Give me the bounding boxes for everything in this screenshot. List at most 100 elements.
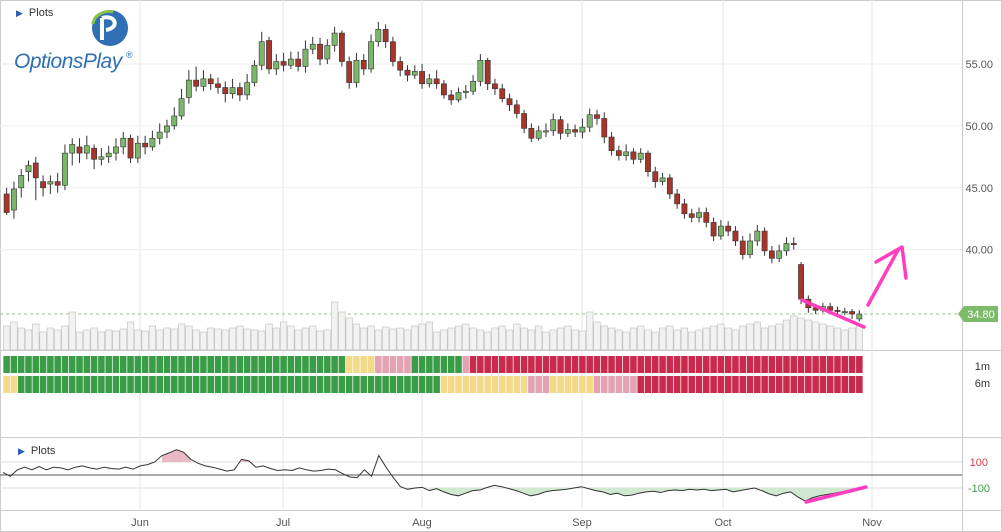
candle [105,152,112,158]
heat-cell-6m [411,376,419,393]
candle [178,98,185,117]
volume-bar [644,329,652,351]
volume-bar [112,330,120,351]
heat-cell-1m [309,356,317,373]
candle [266,40,272,70]
heat-cell-1m [819,356,827,373]
volume-bar [105,329,113,351]
volume-bar [753,321,761,351]
heat-cell-6m [54,376,61,393]
heat-cell-1m [797,356,805,373]
heat-cell-6m [83,376,91,393]
volume-bar [731,329,740,351]
candle [550,119,557,132]
oversold-fill [465,488,473,494]
heat-cell-6m [287,376,295,393]
candle [674,193,681,205]
heat-cell-1m [579,356,586,373]
candle [222,87,229,95]
heat-cell-1m [768,356,776,373]
heat-cell-6m [105,376,112,393]
heat-cell-6m [783,376,790,393]
heat-cell-1m [404,356,411,373]
candle [258,41,265,66]
heat-cell-1m [185,356,193,373]
heat-cell-6m [418,376,426,393]
candle [18,175,25,189]
heat-cell-1m [207,356,214,373]
annotation-trendline [800,298,866,329]
candle [251,64,258,83]
volume-bar [484,331,492,351]
heat-cell-1m [440,356,448,373]
volume-bar [797,317,805,351]
last-price-badge [958,306,998,322]
heat-cell-1m [47,356,54,373]
candle [710,222,717,237]
heat-cell-1m [119,356,127,373]
candle [717,225,724,237]
candle [142,142,149,148]
indicator-plots-toggle[interactable]: ▶ Plots [18,445,56,457]
candle [338,32,345,62]
heat-cell-6m [688,376,696,393]
volume-bar [119,328,127,351]
volume-bar [790,315,798,351]
heat-cell-6m [564,376,572,393]
heat-cell-6m [47,376,54,393]
candle [113,146,119,154]
volume-bar [345,317,353,351]
volume-bar [542,331,550,351]
heat-cell-6m [724,376,732,393]
volume-bar [192,329,200,351]
heat-cell-6m [112,376,120,393]
heat-cell-1m [564,356,572,373]
candle [164,125,170,133]
heat-cell-6m [39,376,47,393]
heat-cell-6m [389,376,397,393]
volume-bar [739,325,747,351]
volume-bar [819,323,827,351]
candle [652,171,659,182]
heat-cell-1m [3,356,10,373]
heat-cell-1m [834,356,841,373]
volume-bar [90,327,98,351]
heat-cell-1m [149,356,156,373]
candle [120,137,127,148]
heat-cell-1m [477,356,484,373]
candle [236,87,243,96]
heat-cell-1m [251,356,258,373]
volume-bar [775,323,783,351]
heat-cell-1m [447,356,455,373]
volume-bar [841,329,849,351]
candle [608,136,615,151]
volume-bar [236,325,244,351]
heat-cell-1m [90,356,98,373]
oversold-fill [624,488,632,496]
heat-cell-1m [746,356,754,373]
overbought-fill [169,449,177,462]
volume-bar [761,327,769,351]
heat-cell-6m [258,376,266,393]
heat-cell-1m [68,356,76,373]
x-tick-label: Aug [412,517,432,529]
heat-cell-1m [345,356,353,373]
volume-bar [447,327,455,351]
candle [543,130,549,133]
heat-cell-1m [389,356,397,373]
heat-cell-6m [207,376,214,393]
volume-bar [10,321,18,351]
volume-bar [658,327,667,351]
candle [433,78,440,85]
heat-cell-1m [484,356,491,373]
volume-bar [156,329,164,351]
heat-cell-6m [484,376,491,393]
candle [156,131,163,139]
heat-cell-6m [630,376,637,393]
heat-cell-1m [739,356,747,373]
volume-bar [804,319,812,351]
plots-toggle[interactable]: ▶ Plots [16,7,54,19]
candle [696,212,702,218]
volume-bar [367,325,375,351]
heat-cell-1m [360,356,368,373]
